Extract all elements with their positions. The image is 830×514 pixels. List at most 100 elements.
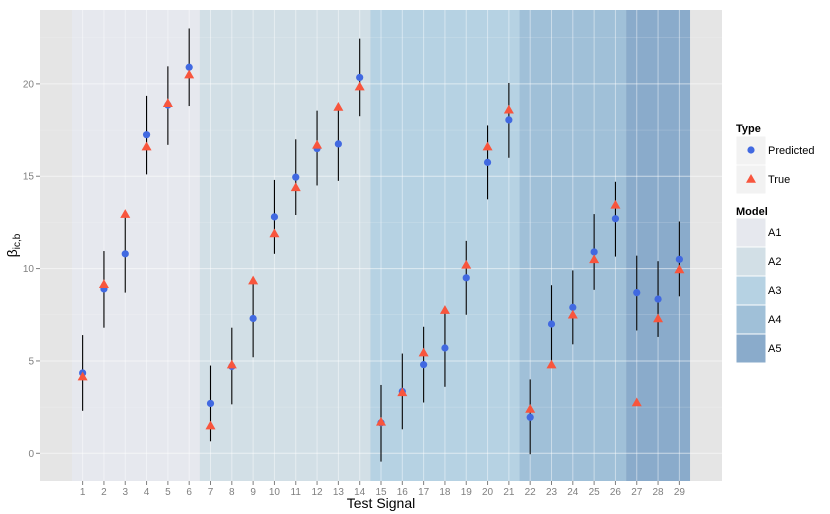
- predicted-point: [611, 215, 620, 223]
- y-axis-ticks: 0 5 10 15 20: [23, 79, 40, 460]
- true-point: [184, 69, 195, 79]
- legend-model-label: A5: [768, 343, 781, 355]
- x-axis-ticks: 1 2 3 4 5 6 7 8 9 10 11 12 13 14 15 16 17 18 19 20 21 22 23 24 2…: [80, 481, 686, 498]
- legend-model-swatch: [735, 304, 767, 335]
- model-band-a2: [199, 10, 371, 481]
- x-tick-label: 24: [567, 487, 579, 498]
- legend-model-title: Model: [736, 206, 768, 218]
- predicted-point: [547, 320, 556, 328]
- predicted-point: [249, 314, 257, 323]
- predicted-point: [270, 213, 279, 221]
- x-tick-label: 7: [208, 487, 214, 498]
- legend-type-title: Type: [736, 123, 761, 135]
- x-tick-label: 15: [375, 487, 387, 498]
- predicted-point: [420, 361, 428, 369]
- true-point: [503, 104, 514, 114]
- legend-predicted-symbol: [747, 146, 755, 154]
- x-tick-label: 28: [653, 487, 665, 498]
- x-tick-label: 6: [186, 487, 192, 498]
- predicted-point: [142, 131, 151, 139]
- x-tick-label: 25: [589, 487, 601, 498]
- x-tick-label: 9: [250, 487, 256, 498]
- x-tick-label: 20: [482, 487, 494, 498]
- legend-type-label: Predicted: [768, 145, 814, 157]
- legend-model-swatch: [735, 217, 767, 248]
- true-point: [120, 209, 131, 218]
- true-point: [376, 416, 386, 426]
- predicted-point: [590, 248, 598, 256]
- predicted-point: [356, 73, 364, 82]
- x-tick-label: 5: [165, 487, 171, 498]
- x-tick-label: 4: [144, 487, 150, 498]
- true-point: [418, 347, 429, 357]
- x-tick-label: 3: [122, 487, 128, 498]
- y-axis-title-sub: ic,b: [12, 233, 23, 249]
- predicted-point: [334, 140, 342, 148]
- true-point: [610, 199, 621, 209]
- model-band-a4: [519, 10, 627, 481]
- y-tick-label: 0: [28, 449, 34, 460]
- true-point: [567, 309, 578, 319]
- x-tick-label: 12: [312, 487, 324, 498]
- predicted-point: [505, 116, 513, 124]
- legend: Type Predicted True Model A1 A2 A3 A4 A5: [735, 123, 814, 364]
- x-tick-label: 27: [631, 487, 643, 498]
- x-tick-label: 17: [418, 487, 430, 498]
- y-tick-label: 10: [23, 264, 35, 275]
- true-point: [354, 81, 365, 91]
- true-point: [226, 359, 237, 369]
- x-tick-label: 29: [674, 487, 686, 498]
- model-band-a3: [370, 10, 520, 481]
- true-point: [674, 264, 685, 274]
- predicted-point: [654, 295, 662, 303]
- predicted-point: [292, 173, 300, 181]
- x-tick-label: 26: [610, 487, 622, 498]
- true-point: [290, 182, 301, 192]
- x-tick-label: 23: [546, 487, 558, 498]
- predicted-point: [121, 250, 129, 258]
- y-axis-title: βic,b: [4, 233, 23, 257]
- y-axis-title-main: β: [4, 249, 20, 257]
- true-points: [77, 69, 685, 430]
- true-point: [653, 313, 664, 323]
- x-tick-label: 21: [503, 487, 515, 498]
- x-tick-label: 11: [291, 487, 302, 498]
- x-axis-title: Test Signal: [347, 495, 415, 511]
- y-tick-label: 15: [23, 172, 35, 183]
- y-tick-label: 20: [23, 79, 35, 90]
- predicted-point: [526, 413, 534, 421]
- predicted-point: [633, 289, 641, 297]
- true-point: [269, 228, 280, 238]
- legend-model-label: A2: [768, 256, 781, 268]
- x-tick-label: 1: [80, 487, 86, 498]
- y-tick-label: 5: [28, 356, 34, 367]
- true-point: [631, 397, 642, 407]
- model-band-a1: [71, 10, 200, 481]
- true-point: [525, 403, 536, 413]
- predicted-point: [569, 303, 577, 311]
- true-point: [77, 371, 88, 381]
- legend-model-label: A4: [768, 314, 781, 326]
- x-tick-label: 8: [229, 487, 235, 498]
- true-point: [162, 98, 173, 108]
- x-tick-label: 2: [101, 487, 107, 498]
- predicted-point: [206, 399, 215, 408]
- predicted-point: [185, 63, 193, 71]
- true-point: [461, 259, 472, 269]
- legend-type-label: True: [768, 174, 790, 186]
- predicted-point: [441, 344, 449, 352]
- true-point: [248, 275, 259, 285]
- x-tick-label: 22: [525, 487, 537, 498]
- x-tick-label: 19: [461, 487, 473, 498]
- legend-true-symbol: [746, 174, 756, 183]
- legend-model-swatch: [735, 246, 767, 277]
- true-point: [312, 139, 323, 149]
- svg-text:βic,b: βic,b: [4, 233, 23, 257]
- true-point: [98, 279, 109, 289]
- true-point: [205, 420, 216, 430]
- true-point: [482, 141, 493, 151]
- x-tick-label: 16: [397, 487, 409, 498]
- predicted-point: [483, 158, 492, 166]
- true-point: [397, 387, 408, 397]
